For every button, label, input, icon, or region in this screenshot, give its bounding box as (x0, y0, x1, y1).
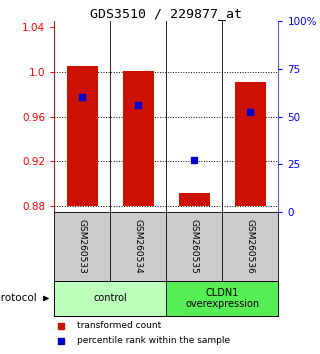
Text: transformed count: transformed count (77, 321, 161, 330)
Bar (123, 70, 154, 206)
Text: percentile rank within the sample: percentile rank within the sample (77, 336, 230, 345)
Bar (67, 66, 98, 206)
Title: GDS3510 / 229877_at: GDS3510 / 229877_at (90, 7, 243, 20)
Text: GSM260533: GSM260533 (78, 219, 87, 274)
Bar (54, 281, 166, 316)
Text: CLDN1
overexpression: CLDN1 overexpression (185, 288, 260, 309)
Text: GSM260536: GSM260536 (246, 219, 255, 274)
Bar (179, 193, 210, 206)
Text: control: control (93, 293, 127, 303)
Bar (235, 82, 266, 206)
Text: protocol: protocol (0, 293, 36, 303)
Text: GSM260534: GSM260534 (134, 219, 143, 274)
Text: GSM260535: GSM260535 (190, 219, 199, 274)
Bar (166, 281, 278, 316)
